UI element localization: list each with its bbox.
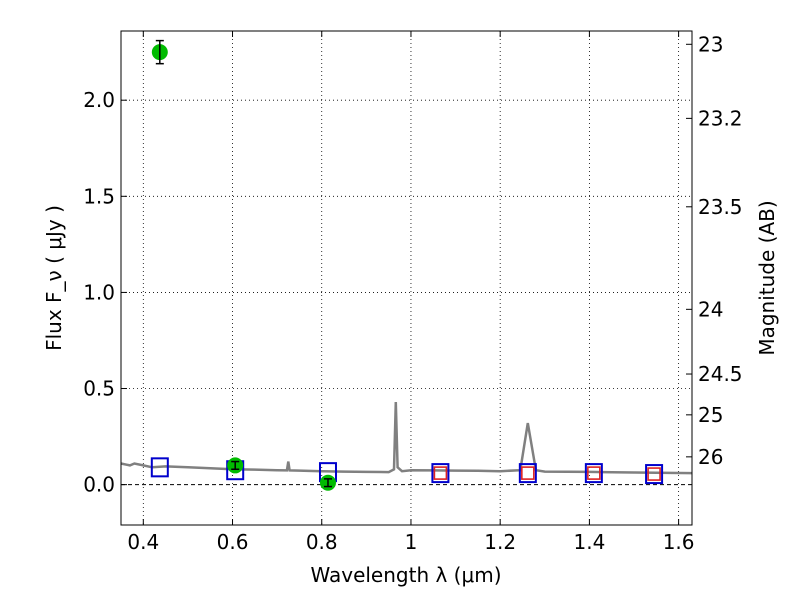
x-tick-label: 1.2 [484, 530, 516, 554]
model-flux-square-red [587, 466, 601, 480]
magnitude-tick-label: 25 [698, 403, 723, 427]
y-tick-label: 1.5 [83, 184, 115, 208]
y-tick-label: 0.5 [83, 377, 115, 401]
plot-frame [120, 30, 693, 526]
x-tick-label: 1 [405, 530, 418, 554]
model-flux-square-blue [431, 463, 450, 484]
model-flux-square-blue [150, 457, 169, 478]
magnitude-tick-label: 23.2 [698, 106, 743, 130]
plot-area [121, 31, 692, 525]
magnitude-tick-label: 23.5 [698, 195, 743, 219]
y-tick-label: 1.0 [83, 280, 115, 304]
x-ticks: 0.4 0.6 0.8 1 1.2 1.4 1.6 [127, 31, 695, 554]
markers [150, 39, 664, 491]
y-tick-label: 0.0 [83, 473, 115, 497]
model-flux-square-red [647, 467, 661, 481]
right-axis-label: Magnitude (AB) [755, 200, 779, 355]
magnitude-ticks: 23 23.2 23.5 24 24.5 25 26 [686, 32, 743, 469]
model-flux-square-blue [584, 463, 603, 484]
magnitude-tick-label: 26 [698, 445, 723, 469]
x-tick-label: 0.4 [127, 530, 159, 554]
model-flux-square-red [433, 466, 448, 480]
x-tick-label: 1.4 [573, 530, 605, 554]
magnitude-tick-label: 23 [698, 32, 723, 56]
x-tick-label: 1.6 [663, 530, 695, 554]
x-axis-label: Wavelength λ (μm) [310, 563, 501, 587]
model-flux-square-blue [518, 463, 537, 484]
x-tick-label: 0.6 [217, 530, 249, 554]
y-axis-label: Flux F_ν ( μJy ) [42, 205, 66, 351]
x-tick-label: 0.8 [306, 530, 338, 554]
y-tick-label: 2.0 [83, 88, 115, 112]
magnitude-tick-label: 24.5 [698, 362, 743, 386]
model-flux-square-blue [645, 464, 664, 485]
magnitude-tick-label: 24 [698, 297, 723, 321]
model-spectrum-line [120, 401, 693, 475]
y-ticks: 0.0 0.5 1.0 1.5 2.0 [83, 88, 127, 497]
model-flux-square-red [521, 466, 535, 480]
